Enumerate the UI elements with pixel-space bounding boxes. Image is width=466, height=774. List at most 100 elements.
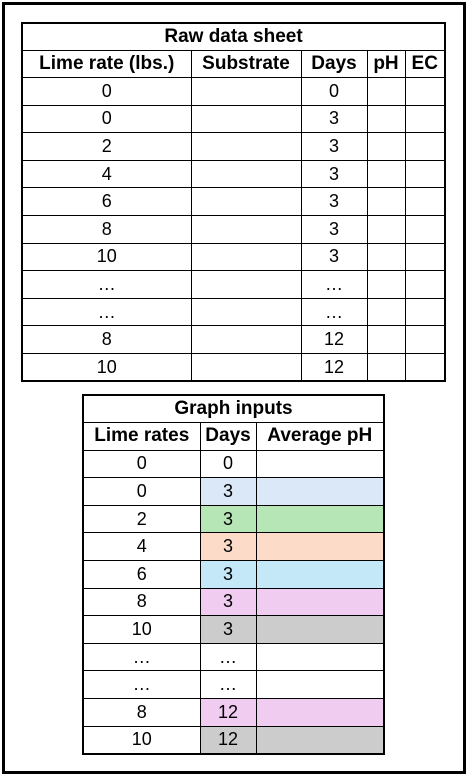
cell-substrate bbox=[190, 270, 302, 299]
cell-substrate bbox=[190, 187, 302, 217]
cell-days: 3 bbox=[199, 615, 257, 644]
cell-ec bbox=[404, 187, 446, 217]
table-row: 10 12 bbox=[21, 353, 446, 382]
cell-average-ph bbox=[255, 725, 385, 755]
table-row: 10 12 bbox=[82, 725, 385, 755]
cell-lime-rate: 2 bbox=[82, 504, 201, 534]
cell-ph bbox=[366, 242, 406, 272]
cell-substrate bbox=[190, 297, 302, 327]
cell-ph bbox=[366, 159, 406, 189]
cell-ec bbox=[404, 325, 446, 355]
cell-days: 3 bbox=[199, 560, 257, 589]
cell-average-ph bbox=[255, 642, 385, 672]
cell-average-ph bbox=[255, 477, 385, 506]
cell-average-ph bbox=[255, 698, 385, 727]
graph-table-title-row: Graph inputs bbox=[82, 394, 385, 424]
cell-substrate bbox=[190, 242, 302, 272]
header-days: Days bbox=[199, 422, 257, 451]
cell-lime-rate: 4 bbox=[82, 532, 201, 562]
cell-average-ph bbox=[255, 532, 385, 562]
graph-table-header-row: Lime rates Days Average pH bbox=[82, 422, 385, 451]
cell-substrate bbox=[190, 325, 302, 355]
raw-data-table: Raw data sheet Lime rate (lbs.) Substrat… bbox=[21, 22, 447, 383]
table-row: 8 12 bbox=[21, 325, 446, 355]
header-ec: EC bbox=[404, 49, 446, 79]
cell-days: 3 bbox=[300, 132, 368, 161]
cell-lime-rate: 10 bbox=[82, 615, 201, 644]
cell-days: 3 bbox=[300, 159, 368, 189]
cell-days: 3 bbox=[300, 215, 368, 244]
cell-days: 3 bbox=[199, 532, 257, 562]
cell-days: 3 bbox=[300, 104, 368, 134]
table-row: …… bbox=[21, 297, 446, 327]
cell-ph bbox=[366, 353, 406, 382]
cell-days: 3 bbox=[300, 242, 368, 272]
cell-ph bbox=[366, 297, 406, 327]
cell-ec bbox=[404, 270, 446, 299]
cell-lime-rate: 8 bbox=[82, 587, 201, 617]
cell-ec bbox=[404, 104, 446, 134]
header-ph: pH bbox=[366, 49, 406, 79]
cell-ec bbox=[404, 215, 446, 244]
cell-days: 12 bbox=[199, 698, 257, 727]
cell-days: 12 bbox=[300, 325, 368, 355]
cell-lime-rate: 4 bbox=[21, 159, 192, 189]
cell-lime-rate: 8 bbox=[21, 325, 192, 355]
cell-lime-rate: 8 bbox=[21, 215, 192, 244]
cell-days: 3 bbox=[199, 587, 257, 617]
cell-ec bbox=[404, 297, 446, 327]
cell-average-ph bbox=[255, 587, 385, 617]
cell-ph bbox=[366, 77, 406, 106]
cell-ec bbox=[404, 353, 446, 382]
raw-table-title: Raw data sheet bbox=[21, 22, 446, 51]
header-substrate: Substrate bbox=[190, 49, 302, 79]
cell-lime-rate: … bbox=[21, 270, 192, 299]
cell-lime-rate: 10 bbox=[21, 353, 192, 382]
cell-lime-rate: 0 bbox=[21, 77, 192, 106]
cell-substrate bbox=[190, 159, 302, 189]
cell-lime-rate: 2 bbox=[21, 132, 192, 161]
cell-days: 0 bbox=[199, 449, 257, 479]
raw-table-header-row: Lime rate (lbs.) Substrate Days pH EC bbox=[21, 49, 446, 79]
cell-substrate bbox=[190, 77, 302, 106]
cell-days: 3 bbox=[199, 477, 257, 506]
cell-ph bbox=[366, 270, 406, 299]
cell-days: 12 bbox=[300, 353, 368, 382]
cell-ec bbox=[404, 132, 446, 161]
cell-days: 3 bbox=[199, 504, 257, 534]
cell-days: 0 bbox=[300, 77, 368, 106]
cell-lime-rate: 0 bbox=[82, 449, 201, 479]
cell-days: 3 bbox=[300, 187, 368, 217]
table-row: …… bbox=[21, 270, 446, 299]
cell-ph bbox=[366, 187, 406, 217]
cell-lime-rate: 6 bbox=[82, 560, 201, 589]
cell-days: … bbox=[199, 642, 257, 672]
cell-lime-rate: 6 bbox=[21, 187, 192, 217]
cell-days: … bbox=[300, 270, 368, 299]
cell-substrate bbox=[190, 215, 302, 244]
table-row: …… bbox=[82, 670, 385, 700]
cell-substrate bbox=[190, 353, 302, 382]
cell-substrate bbox=[190, 132, 302, 161]
cell-days: … bbox=[199, 670, 257, 700]
table-row: 10 3 bbox=[21, 242, 446, 272]
cell-lime-rate: 0 bbox=[21, 104, 192, 134]
cell-average-ph bbox=[255, 670, 385, 700]
cell-average-ph bbox=[255, 504, 385, 534]
cell-ec bbox=[404, 77, 446, 106]
graph-inputs-table: Graph inputs Lime rates Days Average pH … bbox=[82, 394, 385, 755]
cell-lime-rate: 10 bbox=[82, 725, 201, 755]
table-row: …… bbox=[82, 642, 385, 672]
cell-average-ph bbox=[255, 449, 385, 479]
header-days: Days bbox=[300, 49, 368, 79]
